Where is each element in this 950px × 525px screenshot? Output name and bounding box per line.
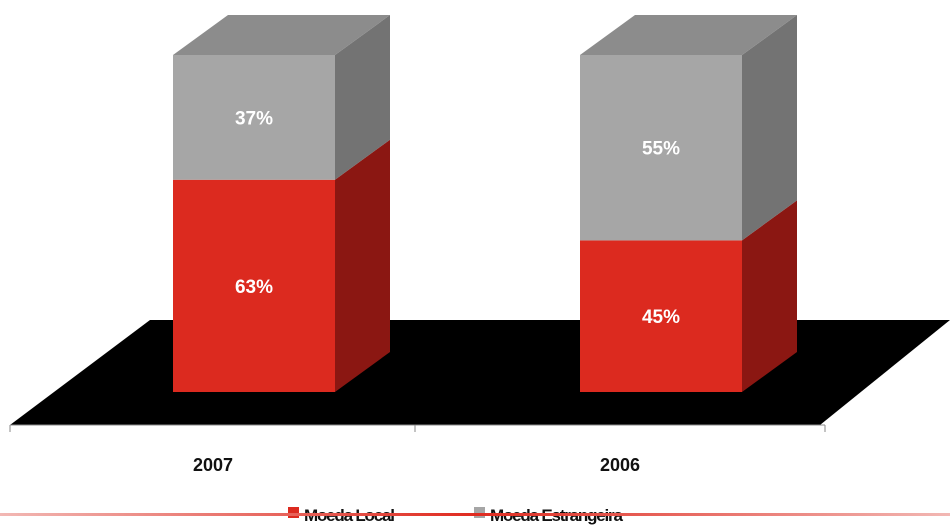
data-label-2007-moeda-local: 63%	[235, 277, 273, 298]
bar-2007-moeda-local	[173, 179, 335, 392]
bar-2006-moeda-local	[580, 240, 742, 392]
footer-accent-line	[0, 513, 950, 516]
bar-2007-moeda-estrangeira	[173, 55, 335, 180]
bar-2006-moeda-estrangeira	[580, 55, 742, 241]
data-label-2006-moeda-estrangeira: 55%	[642, 139, 680, 160]
bar-top-2007	[173, 15, 390, 55]
data-label-2007-moeda-estrangeira: 37%	[235, 108, 273, 129]
data-label-2006-moeda-local: 45%	[642, 307, 680, 328]
category-label-2006: 2006	[600, 455, 640, 475]
bar-side-2006-moeda-local	[742, 200, 797, 392]
bar-side-2007-moeda-local	[335, 139, 390, 392]
bar-top-2006	[580, 15, 797, 55]
bar-side-2006-moeda-estrangeira	[742, 15, 797, 241]
legend-swatch-moeda-local	[288, 507, 299, 518]
chart-floor	[10, 320, 950, 425]
bar-side-2007-moeda-estrangeira	[335, 15, 390, 180]
category-label-2007: 2007	[193, 455, 233, 475]
bars-group: 63% 37% 45% 55%	[173, 15, 797, 392]
legend-swatch-moeda-estrangeira	[474, 507, 485, 518]
x-axis	[9, 424, 826, 432]
